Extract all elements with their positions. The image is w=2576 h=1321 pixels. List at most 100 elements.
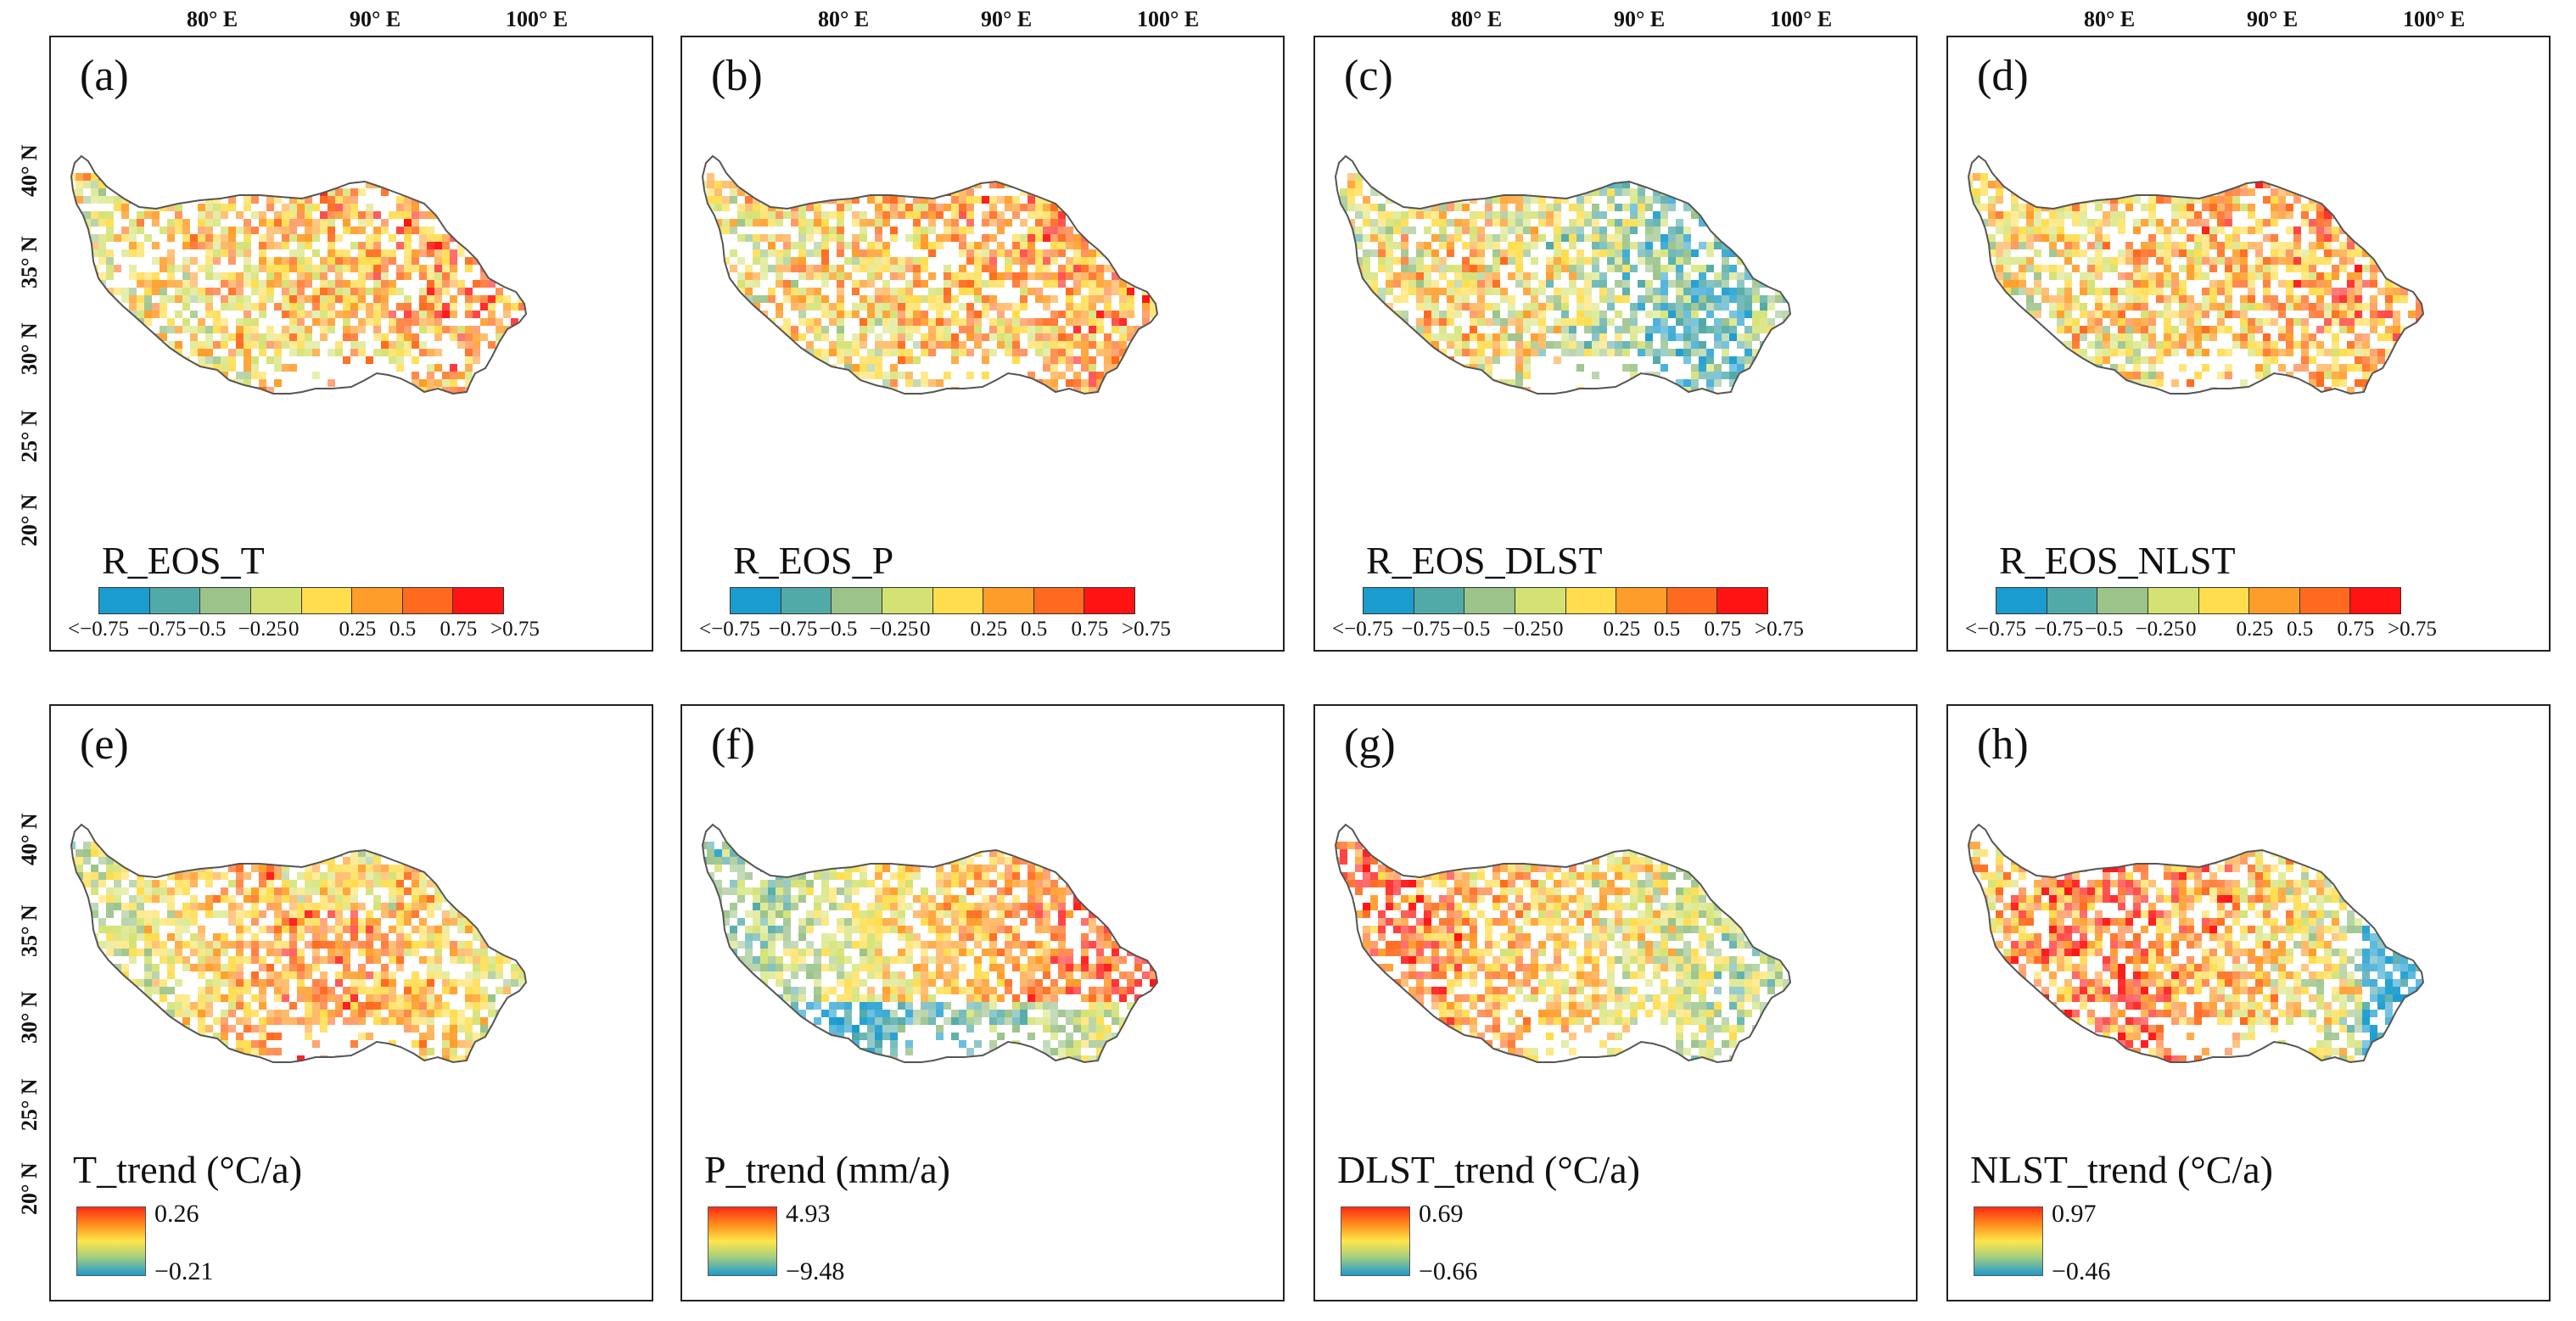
colorbar-class [1364,588,1414,613]
plateau-outline [70,823,528,1064]
lon-tick-label: 90° E [1614,7,1666,31]
colorbar-class [781,588,832,613]
colorbar-tick-label: <−0.75 [1965,618,2026,641]
plateau-map [70,154,528,395]
plateau-outline [1967,154,2425,395]
colorbar-class [1996,588,2047,613]
colorbar-class [352,588,403,613]
colorbar-tick-label: −0.75 [2034,618,2084,641]
colorbar-class [200,588,251,613]
legend-title: NLST_trend (°C/a) [1970,1148,2273,1191]
lon-tick-label: 90° E [981,7,1033,31]
map-panel: (c) R_EOS_DLST <−0.75 −0.75 −0.5 −0.25 0 0.25 0.… [1313,36,1918,652]
plateau-outline [701,154,1159,395]
colorbar-class [731,588,781,613]
panel-letter: (b) [711,52,763,100]
class-colorbar [730,587,1135,614]
colorbar-tick-label: 0.25 [970,618,1008,641]
colorbar-tick-label: 0.75 [440,618,478,641]
panel-letter: (a) [80,52,129,100]
legend-title: R_EOS_NLST [1999,539,2236,582]
colorbar-class [402,588,454,613]
colorbar-class [932,588,984,613]
colorbar-tick-label: −0.5 [1452,618,1491,641]
colorbar-tick-label: 0.25 [1603,618,1641,641]
colorbar-tick-label: −0.5 [819,618,858,641]
panel-letter: (d) [1977,52,2029,100]
plateau-map [1334,154,1792,395]
lon-tick-label: 90° E [350,7,401,31]
lon-tick-label: 100° E [1137,7,1200,31]
colorbar-class [2249,588,2300,613]
lon-tick-label: 80° E [187,7,238,31]
colorbar-min-label: −0.66 [1419,1257,1478,1285]
gradient-colorbar [1974,1206,2043,1276]
legend-title: T_trend (°C/a) [73,1148,303,1191]
colorbar-class [1666,588,1718,613]
gradient-colorbar [1341,1206,1410,1276]
gradient-colorbar [708,1206,777,1276]
lon-tick-label: 80° E [2084,7,2136,31]
colorbar-class [1084,588,1134,613]
map-panel: (d) R_EOS_NLST <−0.75 −0.75 −0.5 −0.25 0 0.25 0.… [1946,36,2551,652]
colorbar-tick-label: 0.5 [2287,618,2314,641]
lon-tick-label: 100° E [1770,7,1833,31]
colorbar-tick-label: −0.75 [137,618,187,641]
map-panel: (a) R_EOS_T <−0.75 −0.75 −0.5 −0.25 0 0.25 0.5 0.… [49,36,653,652]
legend-title: P_trend (mm/a) [704,1148,950,1191]
colorbar-class [2148,588,2199,613]
colorbar-tick-label: >0.75 [1755,618,1804,641]
colorbar-tick-label: >0.75 [1122,618,1171,641]
colorbar-tick-label: −0.25 [1502,618,1552,641]
colorbar-class [983,588,1034,613]
map-panel: (b) R_EOS_P <−0.75 −0.75 −0.5 −0.25 0 0.25 0.5 0.… [680,36,1285,652]
colorbar-min-label: −0.21 [154,1257,214,1285]
colorbar-tick-label: 0.25 [2236,618,2274,641]
colorbar-max-label: 0.26 [154,1200,199,1228]
class-colorbar [1996,587,2401,614]
colorbar-tick-label: −0.5 [188,618,227,641]
map-panel: (g) DLST_trend (°C/a) 0.69 −0.66 [1313,704,1918,1301]
colorbar-class [832,588,882,613]
panel-letter: (g) [1344,720,1396,769]
colorbar-tick-label: 0.5 [1654,618,1681,641]
lat-tick-label: 20° N [17,494,42,546]
lon-tick-label: 90° E [2247,7,2299,31]
colorbar-tick-label: 0 [2186,618,2197,641]
lat-tick-label: 20° N [17,1162,42,1215]
colorbar-max-label: 4.93 [786,1200,831,1228]
colorbar-tick-label: 0.75 [2337,618,2375,641]
panel-letter: (e) [80,720,129,769]
class-colorbar [1363,587,1768,614]
colorbar-class [301,588,353,613]
plateau-map [1334,823,1792,1064]
plateau-map [701,154,1159,395]
colorbar-class [250,588,302,613]
lat-tick-label: 30° N [17,991,42,1044]
colorbar-tick-label: 0.5 [389,618,417,641]
colorbar-min-label: −9.48 [786,1257,845,1285]
plateau-outline [70,154,528,395]
colorbar-tick-label: −0.75 [1401,618,1451,641]
colorbar-tick-label: 0.25 [339,618,377,641]
lat-tick-label: 40° N [17,144,42,197]
legend-title: DLST_trend (°C/a) [1337,1148,1640,1191]
colorbar-tick-label: 0 [288,618,300,641]
panel-letter: (f) [711,720,755,769]
colorbar-class [2299,588,2351,613]
colorbar-class [1717,588,1767,613]
lat-tick-label: 35° N [17,236,42,288]
colorbar-class [2198,588,2250,613]
colorbar-max-label: 0.97 [2052,1200,2097,1228]
colorbar-tick-label: −0.5 [2085,618,2124,641]
colorbar-tick-label: <−0.75 [68,618,129,641]
colorbar-tick-label: <−0.75 [1332,618,1393,641]
lat-tick-label: 25° N [17,410,42,462]
plateau-outline [1967,823,2425,1064]
lat-tick-label: 40° N [17,813,42,865]
colorbar-class [2350,588,2400,613]
plateau-outline [1334,154,1792,395]
colorbar-tick-label: −0.25 [238,618,288,641]
lon-tick-label: 80° E [1451,7,1503,31]
colorbar-tick-label: 0 [1553,618,1564,641]
